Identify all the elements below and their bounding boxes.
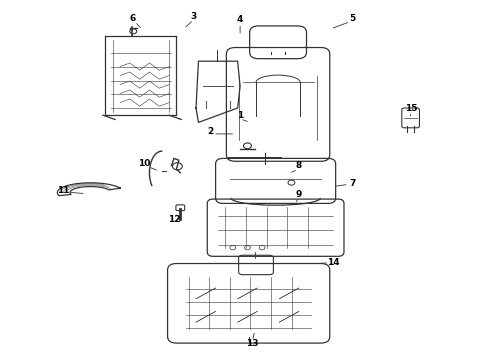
Text: 11: 11 bbox=[57, 186, 70, 195]
Text: 10: 10 bbox=[138, 159, 151, 168]
Text: 13: 13 bbox=[246, 339, 259, 348]
Text: 15: 15 bbox=[405, 104, 418, 113]
Text: 8: 8 bbox=[296, 161, 302, 170]
Text: 12: 12 bbox=[168, 215, 180, 224]
Text: 5: 5 bbox=[350, 14, 356, 23]
Text: 2: 2 bbox=[208, 127, 214, 136]
Text: 9: 9 bbox=[295, 190, 302, 199]
Text: 1: 1 bbox=[237, 111, 243, 120]
Text: 3: 3 bbox=[191, 12, 196, 21]
Text: 6: 6 bbox=[129, 14, 135, 23]
Text: 14: 14 bbox=[327, 258, 340, 267]
Text: 4: 4 bbox=[237, 15, 244, 24]
Text: 7: 7 bbox=[349, 179, 356, 188]
